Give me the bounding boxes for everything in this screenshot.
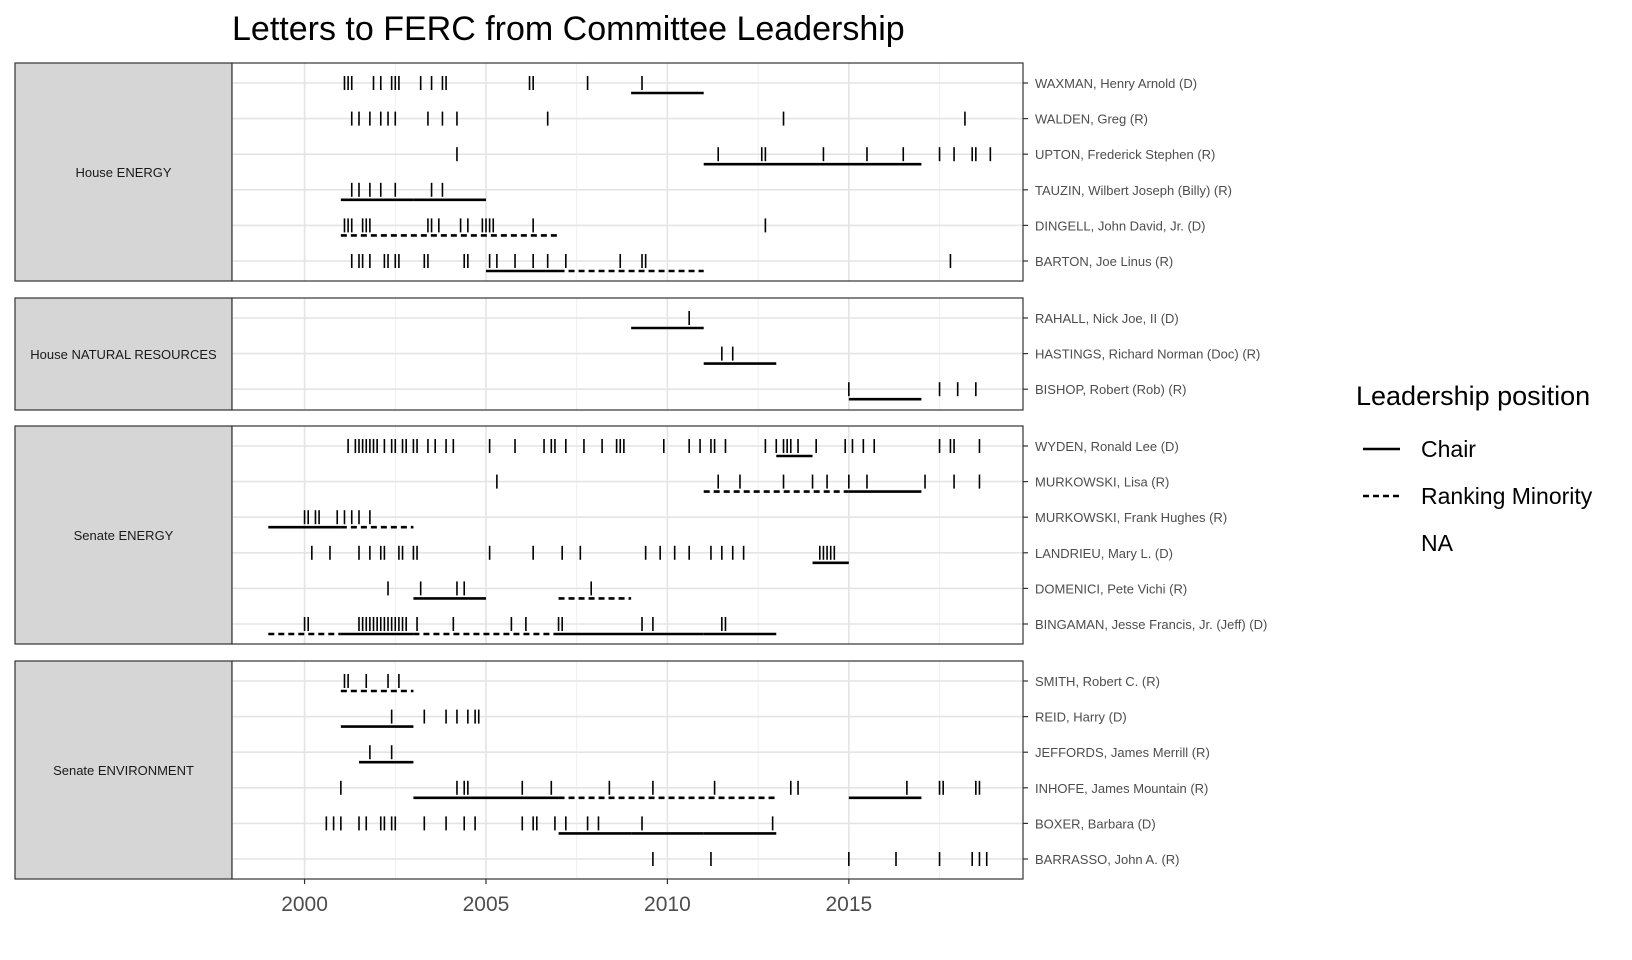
y-tick-label: HASTINGS, Richard Norman (Doc) (R): [1035, 347, 1260, 362]
panel-background: [232, 661, 1023, 879]
y-tick-label: BARRASSO, John A. (R): [1035, 852, 1180, 867]
y-tick-label: BOXER, Barbara (D): [1035, 816, 1156, 831]
facet-strip-label: Senate ENVIRONMENT: [53, 763, 194, 778]
y-tick-label: WALDEN, Greg (R): [1035, 112, 1148, 127]
facet-strip: [14, 62, 233, 282]
y-tick-label: MURKOWSKI, Frank Hughes (R): [1035, 510, 1227, 525]
panel-background: [232, 426, 1023, 644]
facet-strip-label: House NATURAL RESOURCES: [30, 347, 217, 362]
panels-layer: House ENERGY WAXMAN, Henry Arnold (D) WALD…: [14, 62, 1267, 880]
facet-panel: Senate ENVIRONMENT SMITH, Robert C. (R) RE…: [14, 660, 1210, 880]
panel-border: [231, 62, 1024, 282]
legend: Leadership position Chair Ranking Minorit…: [1356, 381, 1593, 556]
x-tick-label: 2005: [463, 893, 510, 916]
panel-border: [231, 425, 1024, 645]
facet-panel: House ENERGY WAXMAN, Henry Arnold (D) WALD…: [14, 62, 1232, 282]
y-tick-label: DOMENICI, Pete Vichi (R): [1035, 581, 1187, 596]
y-tick-label: REID, Harry (D): [1035, 710, 1127, 725]
facet-strip-label: House ENERGY: [75, 165, 171, 180]
y-tick-label: BINGAMAN, Jesse Francis, Jr. (Jeff) (D): [1035, 617, 1267, 632]
legend-label: Chair: [1421, 436, 1476, 462]
facet-strip-label: Senate ENERGY: [74, 528, 174, 543]
facet-panel: Senate ENERGY WYDEN, Ronald Lee (D) MURKOW…: [14, 425, 1267, 645]
facet-strip: [14, 660, 233, 880]
y-tick-label: WYDEN, Ronald Lee (D): [1035, 439, 1179, 454]
x-tick-label: 2000: [281, 893, 328, 916]
panel-border: [231, 660, 1024, 880]
y-tick-label: DINGELL, John David, Jr. (D): [1035, 218, 1206, 233]
legend-label: NA: [1421, 530, 1454, 556]
x-tick-label: 2015: [825, 893, 872, 916]
facet-strip: [14, 297, 233, 411]
x-axis: 2000 2005 2010 2015: [281, 879, 872, 916]
x-tick-label: 2010: [644, 893, 691, 916]
panel-background: [232, 63, 1023, 281]
y-tick-label: BISHOP, Robert (Rob) (R): [1035, 382, 1186, 397]
y-tick-label: UPTON, Frederick Stephen (R): [1035, 147, 1215, 162]
chart-title: Letters to FERC from Committee Leadershi…: [232, 10, 905, 48]
y-tick-label: SMITH, Robert C. (R): [1035, 674, 1160, 689]
y-tick-label: JEFFORDS, James Merrill (R): [1035, 745, 1210, 760]
y-tick-label: LANDRIEU, Mary L. (D): [1035, 546, 1173, 561]
y-tick-label: INHOFE, James Mountain (R): [1035, 781, 1208, 796]
y-tick-label: RAHALL, Nick Joe, II (D): [1035, 311, 1179, 326]
facet-strip: [14, 425, 233, 645]
y-tick-label: WAXMAN, Henry Arnold (D): [1035, 76, 1197, 91]
legend-title: Leadership position: [1356, 381, 1590, 411]
y-tick-label: MURKOWSKI, Lisa (R): [1035, 475, 1169, 490]
panel-border: [231, 297, 1024, 411]
y-tick-label: TAUZIN, Wilbert Joseph (Billy) (R): [1035, 183, 1232, 198]
y-tick-label: BARTON, Joe Linus (R): [1035, 254, 1173, 269]
legend-label: Ranking Minority: [1421, 483, 1593, 509]
facet-panel: House NATURAL RESOURCES RAHALL, Nick Joe,…: [14, 297, 1260, 411]
